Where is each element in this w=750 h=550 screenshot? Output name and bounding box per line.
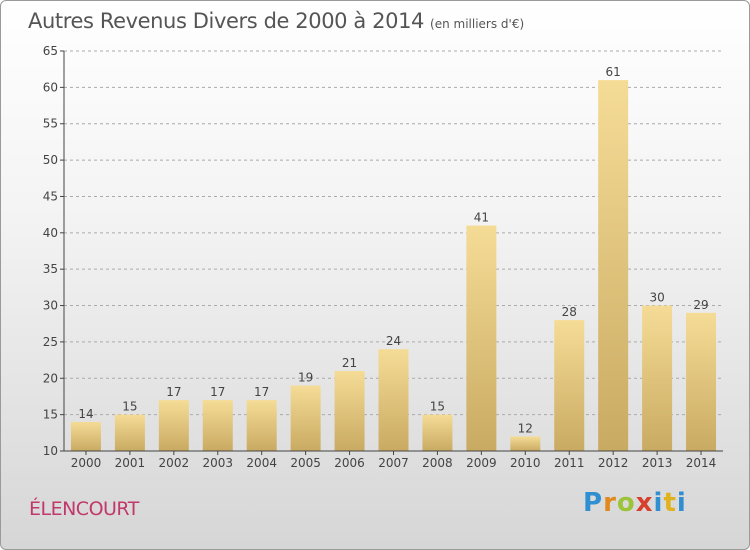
place-name: ÉLENCOURT (29, 498, 139, 520)
y-tick-label: 20 (43, 371, 58, 385)
x-tick-label: 2004 (246, 456, 277, 470)
x-tick-label: 2010 (510, 456, 541, 470)
chart-subtitle: (en milliers d'€) (430, 17, 525, 31)
data-label: 19 (298, 371, 313, 385)
y-tick-label: 60 (43, 80, 58, 94)
bar (114, 414, 145, 451)
x-tick-label: 2008 (422, 456, 453, 470)
data-label: 17 (166, 385, 181, 399)
data-label: 41 (474, 211, 489, 225)
bar (466, 225, 497, 451)
y-tick-label: 35 (43, 262, 58, 276)
x-tick-label: 2001 (115, 456, 146, 470)
y-tick-label: 45 (43, 189, 58, 203)
proxiti-logo[interactable]: Proxiti (583, 488, 687, 518)
data-label: 29 (693, 298, 708, 312)
chart-title-text: Autres Revenus Divers de 2000 à 2014 (28, 9, 425, 33)
y-tick-label: 10 (43, 444, 58, 458)
data-label: 30 (649, 291, 664, 305)
axes (60, 50, 723, 455)
x-tick-label: 2009 (466, 456, 497, 470)
x-tick-label: 2013 (642, 456, 673, 470)
bar (378, 349, 409, 451)
bar (70, 421, 101, 451)
labels: 10 15 20 25 30 35 40 45 50 55 60 65 14 2000 15 2001 17 20… (43, 44, 717, 470)
x-tick-label: 2014 (686, 456, 717, 470)
bar (510, 436, 541, 451)
x-tick-label: 2011 (554, 456, 585, 470)
y-tick-label: 25 (43, 335, 58, 349)
bar (642, 305, 673, 451)
data-label: 15 (122, 400, 137, 414)
data-label: 17 (254, 385, 269, 399)
x-tick-label: 2003 (202, 456, 233, 470)
data-label: 17 (210, 385, 225, 399)
bar (246, 400, 277, 451)
y-tick-label: 40 (43, 226, 58, 240)
x-tick-label: 2006 (334, 456, 365, 470)
y-tick-label: 65 (43, 44, 58, 58)
data-label: 14 (78, 407, 93, 421)
data-label: 28 (562, 305, 577, 319)
chart-title: Autres Revenus Divers de 2000 à 2014 (en … (28, 9, 524, 33)
y-tick-label: 50 (43, 153, 58, 167)
bar (422, 414, 453, 451)
x-tick-label: 2002 (159, 456, 190, 470)
x-tick-label: 2012 (598, 456, 629, 470)
bar (290, 385, 321, 451)
y-tick-label: 30 (43, 299, 58, 313)
bars (70, 80, 717, 451)
data-label: 24 (386, 334, 401, 348)
bar (554, 320, 585, 451)
data-label: 61 (606, 65, 621, 79)
bar (686, 312, 717, 451)
bar (598, 80, 629, 451)
bar (334, 371, 365, 451)
bar (202, 400, 233, 451)
data-label: 21 (342, 356, 357, 370)
x-tick-label: 2007 (378, 456, 409, 470)
y-tick-label: 55 (43, 117, 58, 131)
data-label: 15 (430, 400, 445, 414)
bar (158, 400, 189, 451)
x-tick-label: 2005 (290, 456, 321, 470)
data-label: 12 (518, 421, 533, 435)
x-tick-label: 2000 (71, 456, 102, 470)
y-tick-label: 15 (43, 408, 58, 422)
